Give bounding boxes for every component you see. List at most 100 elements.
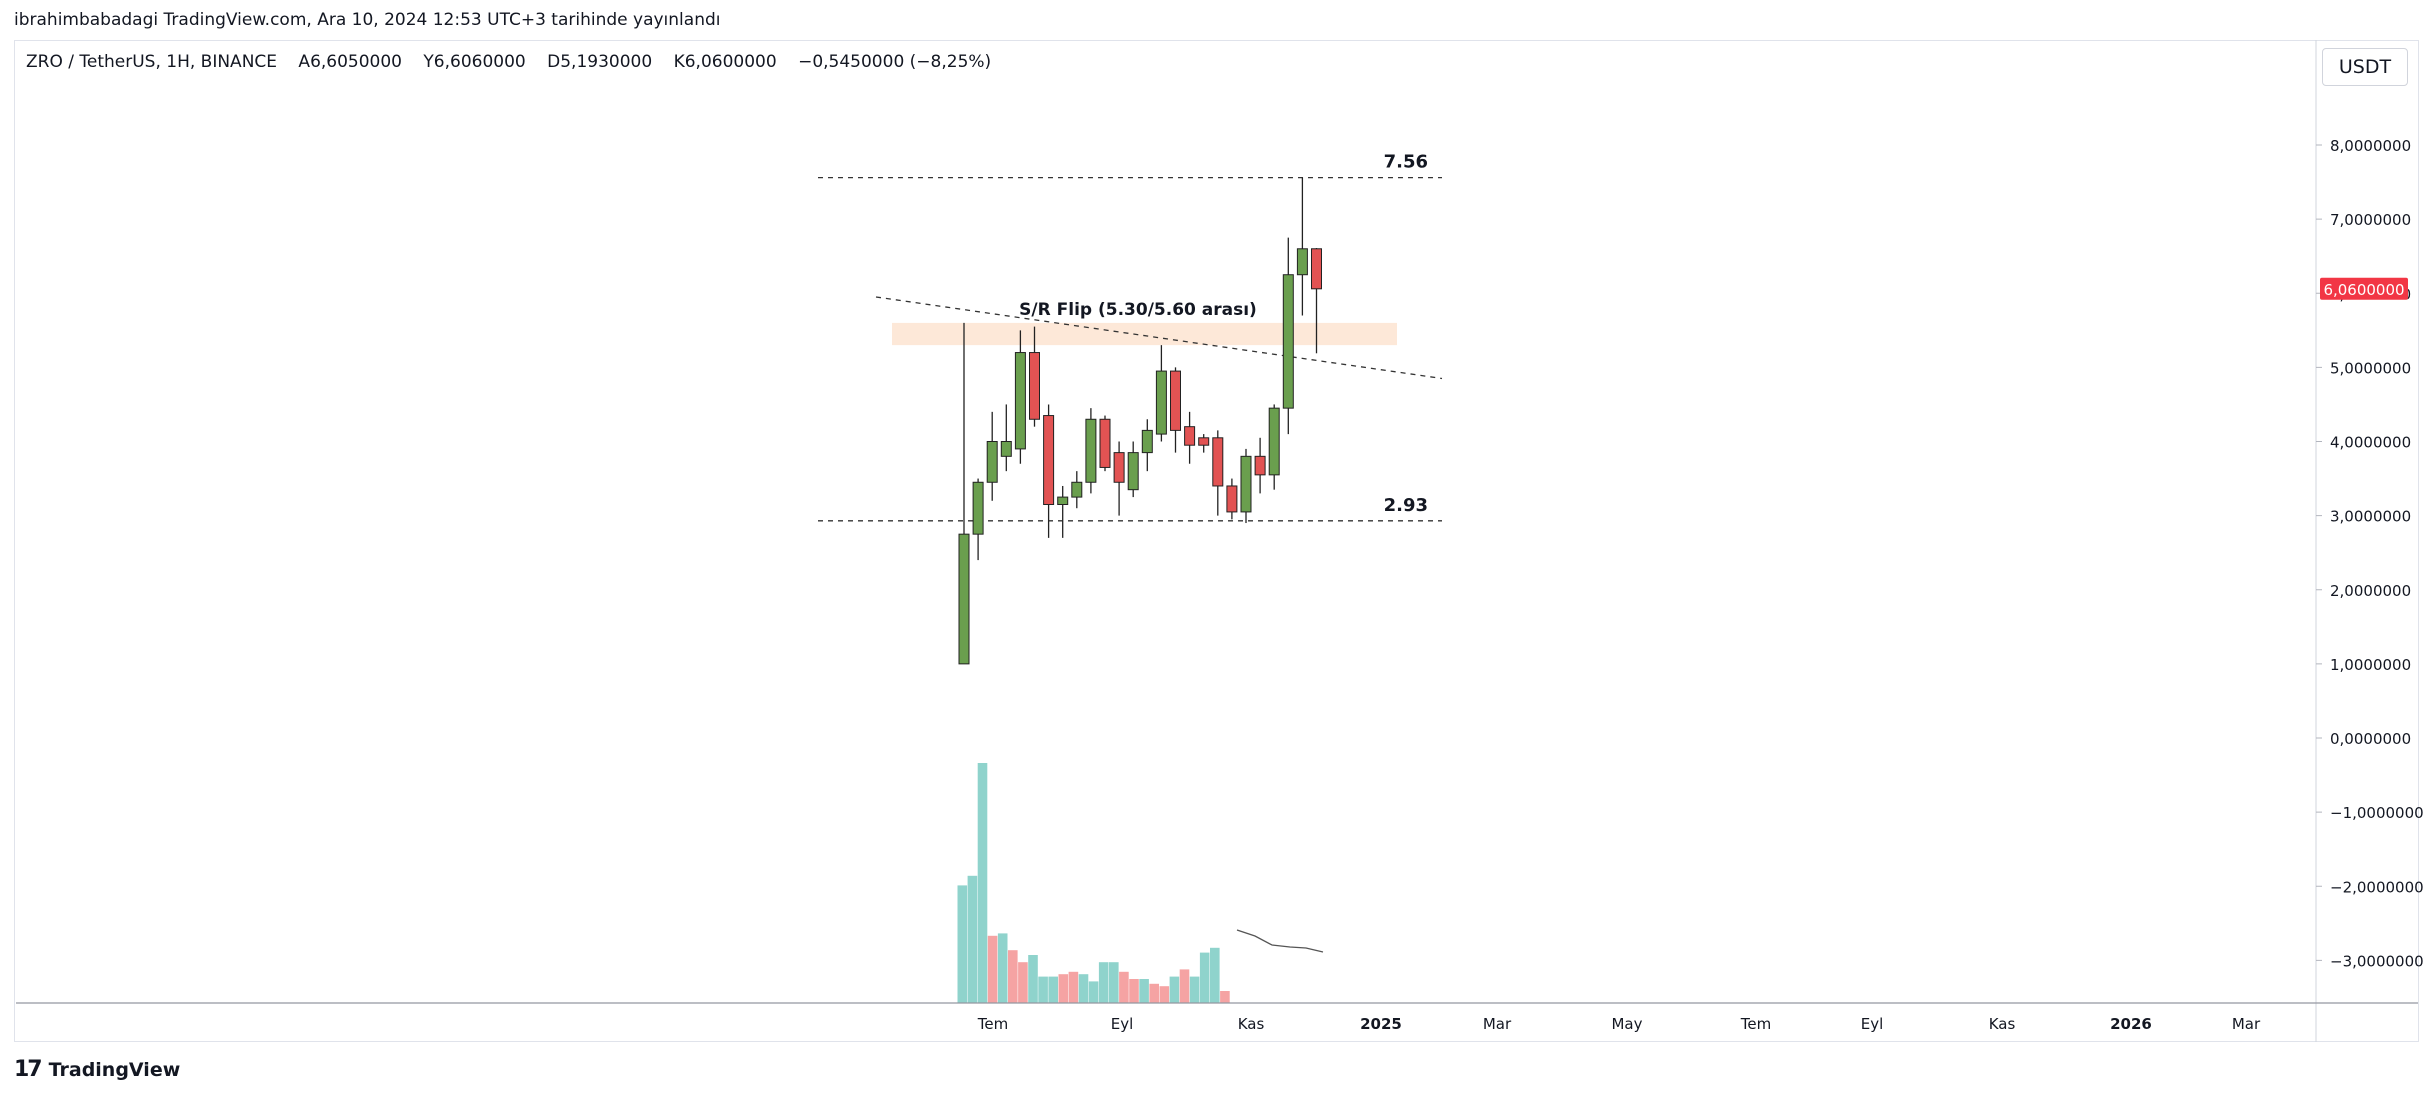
sr-flip-zone [892,322,1397,346]
price-tick-label: −1,0000000 [2330,804,2424,822]
volume-bar [1149,983,1159,1003]
candle-body [1113,452,1125,483]
candle-body [1057,496,1069,506]
low-key: D [547,52,561,72]
volume-bar [1169,976,1180,1003]
volume-bar [1038,976,1048,1003]
label-layer: S/R Flip (5.30/5.60 arası) 7.56 2.93 [1019,152,1428,516]
candle-body [1141,429,1153,454]
candle [1198,434,1210,453]
candle [986,411,998,501]
candle [1170,367,1181,453]
open-key: A [298,52,311,72]
price-tick-label: 7,0000000 [2330,211,2411,229]
candle [1071,471,1083,509]
candle-body [1184,426,1196,446]
candle-body [1043,415,1055,506]
time-tick-label: Tem [1740,1015,1771,1033]
candle [1029,326,1040,427]
publication-info: ibrahimbabadagi TradingView.com, Ara 10,… [14,10,721,30]
volume-bar [1088,981,1099,1003]
candle-body [1198,437,1210,446]
price-tick-label: 0,0000000 [2330,730,2411,748]
volume-bar [1119,971,1129,1003]
volume-bar [1129,979,1139,1003]
close-value: 6,0600000 [684,52,777,72]
symbol-legend: ZRO / TetherUS, 1H, BINANCE A6,6050000 Y… [26,52,991,72]
volume-bar [1028,955,1038,1003]
support-label: 2.93 [1384,495,1428,516]
candle [1311,248,1322,354]
candle-body [1296,248,1308,276]
candle-body [1226,485,1238,513]
candle [1282,237,1294,435]
volume-bar [1179,969,1190,1003]
price-tick-label: 5,0000000 [2330,359,2411,377]
volume-bar [1058,974,1069,1003]
high-value: 6,6060000 [433,52,526,72]
time-tick-label: Eyl [1111,1015,1134,1033]
volume-bar [1210,947,1220,1003]
volume-bar [1068,971,1079,1003]
price-tick-label: 4,0000000 [2330,434,2411,452]
candle-body [986,441,998,483]
price-tick-label: −3,0000000 [2330,952,2424,970]
candle [1184,411,1196,464]
volume-bar [1048,976,1058,1003]
candle [1226,478,1238,520]
candle-body [1240,455,1252,513]
candle-body [1029,352,1040,420]
candle-body [1014,352,1026,450]
time-tick-label: Mar [1483,1015,1512,1033]
volume-bar [1199,952,1210,1003]
candle [1000,404,1012,472]
volume-bar [1018,962,1028,1003]
volume-bar [957,885,968,1003]
candle [1254,437,1266,494]
candle-body [1071,481,1083,498]
candle-layer [958,177,1322,665]
volume-bar [1220,991,1230,1003]
volume-bar [967,875,978,1003]
time-tick-label: Tem [977,1015,1008,1033]
time-tick-label: Kas [1989,1015,2016,1033]
price-tick-label: 8,0000000 [2330,137,2411,155]
price-tick-label: 3,0000000 [2330,508,2411,526]
zone-layer [892,322,1397,346]
open-value: 6,6050000 [310,52,402,72]
volume-bar [1189,976,1200,1003]
last-price-label: 6,0600000 [2323,281,2404,299]
candle-body [1170,370,1181,431]
price-tick-label: −2,0000000 [2330,878,2424,896]
candle-body [1212,437,1224,487]
candle [1014,330,1026,464]
candle [1085,408,1097,494]
volume-bar [1139,979,1149,1003]
symbol-name[interactable]: ZRO / TetherUS, 1H, BINANCE [26,52,278,72]
candle [1057,485,1069,538]
candle [1268,404,1280,490]
resistance-label: 7.56 [1384,152,1428,173]
candle-body [1000,441,1012,457]
time-tick-label: Mar [2232,1015,2261,1033]
candle-body [972,481,984,535]
volume-bar [1098,962,1109,1003]
candle-body [1155,370,1167,435]
candle [1155,345,1167,442]
time-tick-label: 2025 [1360,1015,1402,1033]
volume-bar [977,763,988,1003]
low-value: 5,1930000 [560,52,653,72]
axis-layer: 8,00000007,00000006,00000005,00000004,00… [16,40,2424,1042]
candle [1240,448,1252,524]
currency-button[interactable]: USDT [2322,48,2408,86]
candle-body [1311,248,1322,290]
candle-body [1254,455,1266,476]
time-tick-label: 2026 [2110,1015,2152,1033]
candle-body [1268,407,1280,476]
line-layer [818,176,1443,522]
candle [1113,441,1125,516]
candle [1099,415,1111,472]
candle-body [958,533,970,665]
tradingview-brand[interactable]: 𝟭𝟳 TradingView [14,1057,180,1082]
